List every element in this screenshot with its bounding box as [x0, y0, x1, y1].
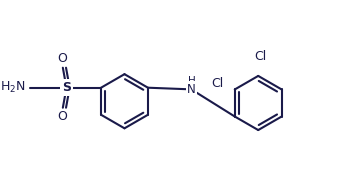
- Text: H: H: [188, 76, 196, 86]
- Text: O: O: [57, 52, 67, 65]
- Text: N: N: [187, 83, 196, 96]
- Text: H$_2$N: H$_2$N: [0, 80, 26, 95]
- Text: O: O: [57, 110, 67, 123]
- Text: Cl: Cl: [254, 50, 266, 63]
- Text: S: S: [62, 81, 71, 94]
- Text: Cl: Cl: [212, 78, 224, 90]
